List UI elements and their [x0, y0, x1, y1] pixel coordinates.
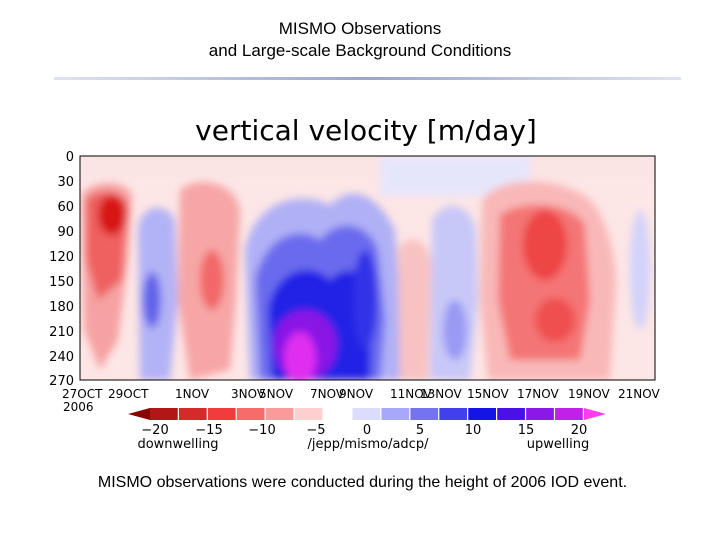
y-tick-label-240: 240 — [49, 350, 74, 365]
x-axis: 27OCT 29OCT 1NOV 3NOV 5NOV 7NOV 9NOV 11N… — [62, 387, 660, 414]
y-axis: 0 30 60 90 120 150 180 210 240 270 — [49, 150, 74, 389]
colorbar-cell — [555, 408, 583, 420]
x-tick-label-15nov: 15NOV — [467, 387, 509, 401]
colorbar-cell — [381, 408, 410, 420]
y-tick-label-270: 270 — [49, 374, 74, 389]
colorbar-tick-neg10: −10 — [248, 423, 275, 438]
y-tick-label-90: 90 — [57, 225, 74, 240]
colorbar-cell — [410, 408, 439, 420]
x-tick-label-27oct: 27OCT — [62, 387, 103, 401]
downwelling-core-18nov — [523, 210, 567, 280]
upwelling-blue-tongue — [353, 250, 377, 350]
colorbar: −20 −15 −10 −5 0 5 10 15 20 downwelling … — [128, 408, 606, 452]
colorbar-cells — [128, 408, 606, 420]
colorbar-tick-neg20: −20 — [141, 423, 168, 438]
colorbar-cell — [207, 408, 236, 420]
downwelling-core-2nov — [200, 250, 224, 310]
colorbar-tick-20: 20 — [571, 423, 588, 438]
y-tick-label-60: 60 — [57, 200, 74, 215]
colorbar-label-source: /jepp/mismo/adcp/ — [308, 437, 430, 452]
x-tick-label-21nov: 21NOV — [618, 387, 660, 401]
plot-frame — [79, 155, 656, 381]
colorbar-cell — [178, 408, 207, 420]
colorbar-label-downwelling: downwelling — [137, 437, 218, 452]
y-tick-label-210: 210 — [49, 325, 74, 340]
y-tick-label-180: 180 — [49, 300, 74, 315]
slide-title-line-1: MISMO Observations — [278, 19, 442, 38]
colorbar-cell — [323, 408, 352, 420]
colorbar-label-upwelling: upwelling — [527, 437, 589, 452]
x-tick-label-7nov: 7NOV — [310, 387, 345, 401]
colorbar-cell — [150, 408, 178, 420]
colorbar-cell — [236, 408, 265, 420]
x-tick-label-9nov: 9NOV — [339, 387, 374, 401]
x-tick-label-5nov: 5NOV — [259, 387, 294, 401]
downwelling-core-27oct — [98, 195, 126, 235]
y-tick-label-30: 30 — [57, 175, 74, 190]
colorbar-tick-10: 10 — [465, 423, 482, 438]
colorbar-arrow-high — [584, 408, 606, 420]
slide-caption: MISMO observations were conducted during… — [97, 474, 628, 491]
colorbar-cell — [352, 408, 381, 420]
colorbar-tick-5: 5 — [416, 423, 424, 438]
colorbar-cell — [294, 408, 323, 420]
colorbar-arrow-low — [128, 408, 150, 420]
colorbar-cell — [497, 408, 525, 420]
colorbar-tick-neg5: −5 — [306, 423, 325, 438]
x-tick-label-17nov: 17NOV — [517, 387, 559, 401]
downwelling-band-11nov — [398, 239, 432, 380]
year-label: 2006 — [63, 400, 94, 414]
colorbar-cell — [468, 408, 496, 420]
x-tick-label-19nov: 19NOV — [568, 387, 610, 401]
y-tick-label-0: 0 — [66, 150, 74, 165]
slide-title: MISMO Observations and Large-scale Backg… — [0, 18, 720, 62]
heatmap-field — [80, 156, 655, 380]
colorbar-cell — [526, 408, 554, 420]
surface-light-band — [80, 156, 655, 178]
upwelling-edge-21nov — [630, 210, 650, 330]
y-tick-label-120: 120 — [49, 250, 74, 265]
x-tick-label-3nov: 3NOV — [231, 387, 266, 401]
colorbar-tick-15: 15 — [518, 423, 535, 438]
x-tick-label-11nov: 11NOV — [390, 387, 432, 401]
colorbar-tick-neg15: −15 — [195, 423, 222, 438]
colorbar-tick-labels: −20 −15 −10 −5 0 5 10 15 20 — [141, 423, 587, 438]
upwelling-magenta-core — [284, 332, 316, 380]
y-tick-label-150: 150 — [49, 275, 74, 290]
slide-title-line-2: and Large-scale Background Conditions — [208, 41, 512, 60]
x-tick-label-1nov: 1NOV — [175, 387, 210, 401]
upwelling-core-30oct — [143, 272, 161, 328]
downwelling-core-18nov-lower — [535, 298, 575, 342]
colorbar-cell — [439, 408, 468, 420]
colorbar-tick-0: 0 — [363, 423, 371, 438]
chart-title: vertical velocity [m/day] — [195, 114, 537, 147]
title-divider — [54, 77, 681, 80]
x-tick-label-29oct: 29OCT — [108, 387, 149, 401]
x-tick-label-13nov: 13NOV — [420, 387, 462, 401]
colorbar-cell — [265, 408, 294, 420]
upwelling-core-13nov — [443, 300, 467, 360]
